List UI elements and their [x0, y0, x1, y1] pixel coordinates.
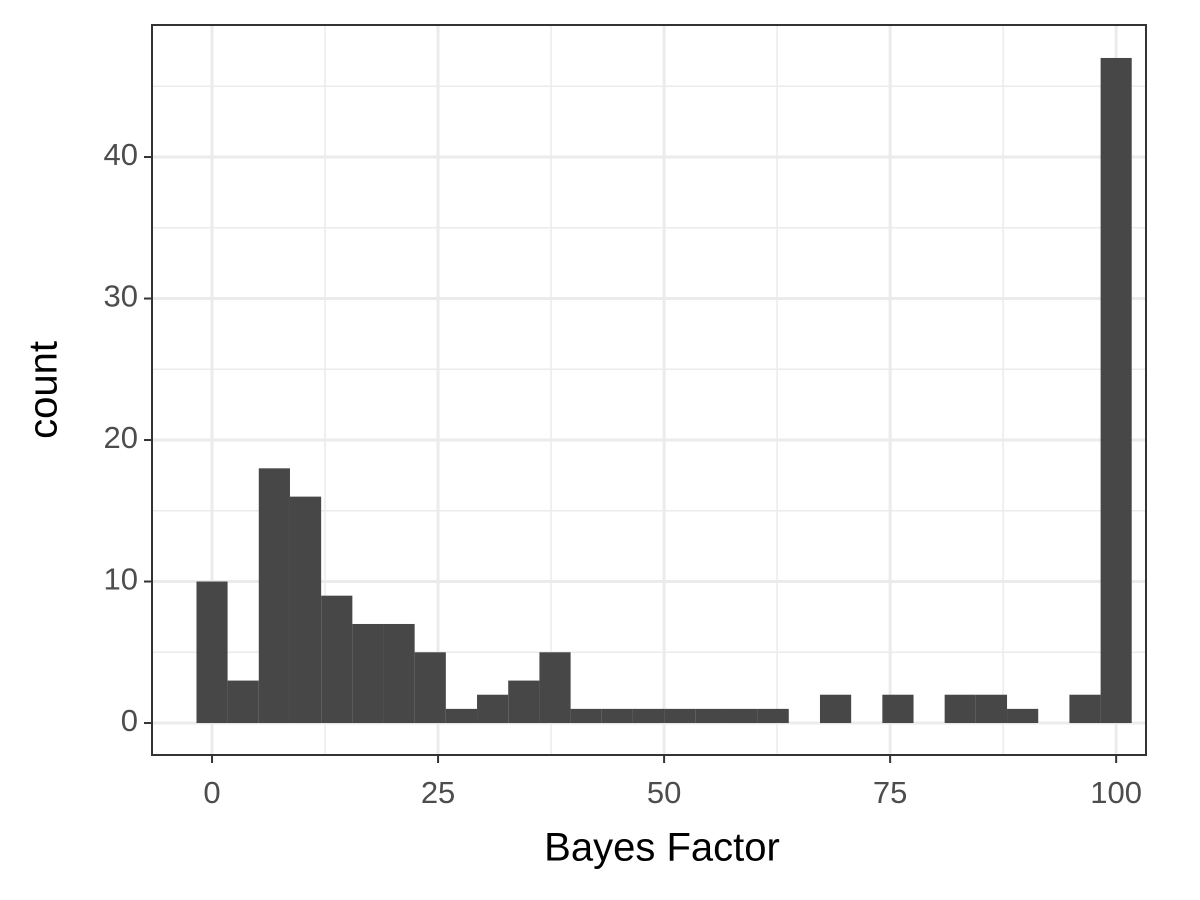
- bar: [601, 708, 633, 724]
- bar: [882, 694, 914, 724]
- bar: [819, 694, 852, 724]
- bar: [570, 708, 602, 724]
- bar: [445, 708, 478, 724]
- x-tick-label: 100: [1090, 775, 1142, 810]
- x-tick-label: 50: [647, 775, 681, 810]
- x-tick-label: 25: [421, 775, 455, 810]
- bar: [1069, 694, 1101, 724]
- bar: [258, 468, 290, 724]
- bar: [539, 652, 571, 724]
- bar: [477, 694, 509, 724]
- x-tick-label: 0: [203, 775, 220, 810]
- bar: [944, 694, 976, 724]
- bar: [414, 652, 446, 724]
- bar: [1100, 57, 1132, 724]
- x-axis-title: Bayes Factor: [544, 826, 780, 870]
- bar: [508, 680, 540, 724]
- bar: [289, 496, 322, 724]
- y-tick-label: 10: [104, 562, 138, 597]
- bar: [726, 708, 758, 724]
- bar: [1007, 708, 1039, 724]
- y-axis-title: count: [22, 341, 66, 439]
- bar: [632, 708, 665, 724]
- y-tick-label: 40: [104, 137, 138, 172]
- bar: [975, 694, 1008, 724]
- bar: [321, 595, 353, 724]
- panel-border: [151, 24, 1147, 756]
- y-tick-label: 20: [104, 420, 138, 455]
- y-tick-label: 0: [121, 703, 138, 738]
- bar: [352, 623, 384, 724]
- x-tick-label: 75: [873, 775, 907, 810]
- bar: [757, 708, 789, 724]
- bar: [695, 708, 727, 724]
- bar: [227, 680, 259, 724]
- y-tick-label: 30: [104, 279, 138, 314]
- bar: [664, 708, 696, 724]
- bar: [383, 623, 415, 724]
- bar: [196, 581, 228, 724]
